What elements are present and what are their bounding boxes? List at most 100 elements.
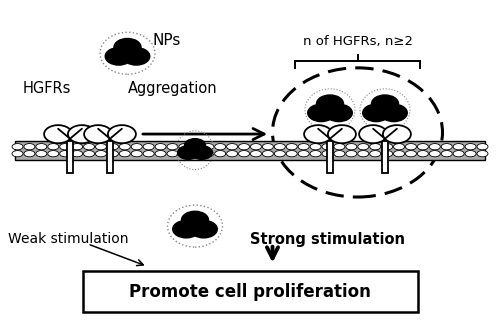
Ellipse shape <box>108 144 118 150</box>
Bar <box>327 141 333 173</box>
Circle shape <box>190 220 218 238</box>
Ellipse shape <box>72 144 83 150</box>
Bar <box>382 141 388 173</box>
Ellipse shape <box>334 144 345 150</box>
Ellipse shape <box>72 151 83 157</box>
Ellipse shape <box>12 144 23 150</box>
Ellipse shape <box>203 144 214 150</box>
Text: HGFRs: HGFRs <box>22 81 71 96</box>
Ellipse shape <box>226 151 237 157</box>
Circle shape <box>84 125 112 143</box>
Ellipse shape <box>406 144 416 150</box>
Ellipse shape <box>394 144 404 150</box>
Ellipse shape <box>131 144 142 150</box>
Circle shape <box>328 125 356 143</box>
Text: n of HGFRs, n≥2: n of HGFRs, n≥2 <box>302 36 412 48</box>
Ellipse shape <box>441 151 452 157</box>
Circle shape <box>316 95 344 112</box>
Circle shape <box>184 139 206 152</box>
Ellipse shape <box>465 144 476 150</box>
Ellipse shape <box>131 151 142 157</box>
Ellipse shape <box>155 151 166 157</box>
Ellipse shape <box>60 151 70 157</box>
Ellipse shape <box>358 144 369 150</box>
Ellipse shape <box>310 144 321 150</box>
Ellipse shape <box>430 151 440 157</box>
Bar <box>67 141 73 173</box>
Circle shape <box>114 38 141 56</box>
Ellipse shape <box>346 151 357 157</box>
Circle shape <box>192 146 212 159</box>
Ellipse shape <box>24 151 35 157</box>
Ellipse shape <box>36 151 47 157</box>
Ellipse shape <box>477 144 488 150</box>
Circle shape <box>108 125 136 143</box>
Ellipse shape <box>298 144 309 150</box>
Ellipse shape <box>382 151 392 157</box>
Ellipse shape <box>430 144 440 150</box>
Ellipse shape <box>120 151 130 157</box>
Bar <box>15 141 485 160</box>
Ellipse shape <box>203 151 214 157</box>
Ellipse shape <box>477 151 488 157</box>
Ellipse shape <box>48 151 59 157</box>
Ellipse shape <box>406 151 416 157</box>
Ellipse shape <box>441 144 452 150</box>
Text: Promote cell proliferation: Promote cell proliferation <box>129 283 371 300</box>
Bar <box>107 141 113 173</box>
Circle shape <box>105 47 132 65</box>
Ellipse shape <box>143 151 154 157</box>
Ellipse shape <box>60 144 70 150</box>
Ellipse shape <box>36 144 47 150</box>
FancyBboxPatch shape <box>82 271 417 312</box>
Circle shape <box>123 47 150 65</box>
Ellipse shape <box>96 151 106 157</box>
Circle shape <box>182 211 208 229</box>
Circle shape <box>172 220 200 238</box>
Text: Aggregation: Aggregation <box>128 81 217 96</box>
Circle shape <box>326 104 352 121</box>
Ellipse shape <box>179 151 190 157</box>
Circle shape <box>308 104 334 121</box>
Ellipse shape <box>120 144 130 150</box>
Ellipse shape <box>274 144 285 150</box>
Ellipse shape <box>418 151 428 157</box>
Ellipse shape <box>334 151 345 157</box>
Ellipse shape <box>214 151 226 157</box>
Circle shape <box>383 125 411 143</box>
Ellipse shape <box>286 144 297 150</box>
Circle shape <box>68 125 96 143</box>
Ellipse shape <box>191 144 202 150</box>
Ellipse shape <box>274 151 285 157</box>
Ellipse shape <box>322 144 333 150</box>
Ellipse shape <box>96 144 106 150</box>
Ellipse shape <box>286 151 297 157</box>
Ellipse shape <box>358 151 369 157</box>
Ellipse shape <box>179 144 190 150</box>
Ellipse shape <box>84 151 94 157</box>
Ellipse shape <box>322 151 333 157</box>
Ellipse shape <box>418 144 428 150</box>
Ellipse shape <box>262 151 274 157</box>
Circle shape <box>380 104 407 121</box>
Ellipse shape <box>262 144 274 150</box>
Ellipse shape <box>191 151 202 157</box>
Ellipse shape <box>12 151 23 157</box>
Text: Weak stimulation: Weak stimulation <box>8 232 128 246</box>
Ellipse shape <box>298 151 309 157</box>
Circle shape <box>372 95 398 112</box>
Ellipse shape <box>84 144 94 150</box>
Ellipse shape <box>346 144 357 150</box>
Ellipse shape <box>214 144 226 150</box>
Ellipse shape <box>394 151 404 157</box>
Ellipse shape <box>167 151 178 157</box>
Ellipse shape <box>167 144 178 150</box>
Ellipse shape <box>226 144 237 150</box>
Ellipse shape <box>250 144 262 150</box>
Ellipse shape <box>238 144 250 150</box>
Ellipse shape <box>370 144 380 150</box>
Circle shape <box>304 125 332 143</box>
Text: Strong stimulation: Strong stimulation <box>250 232 405 246</box>
Circle shape <box>178 146 199 159</box>
Ellipse shape <box>465 151 476 157</box>
